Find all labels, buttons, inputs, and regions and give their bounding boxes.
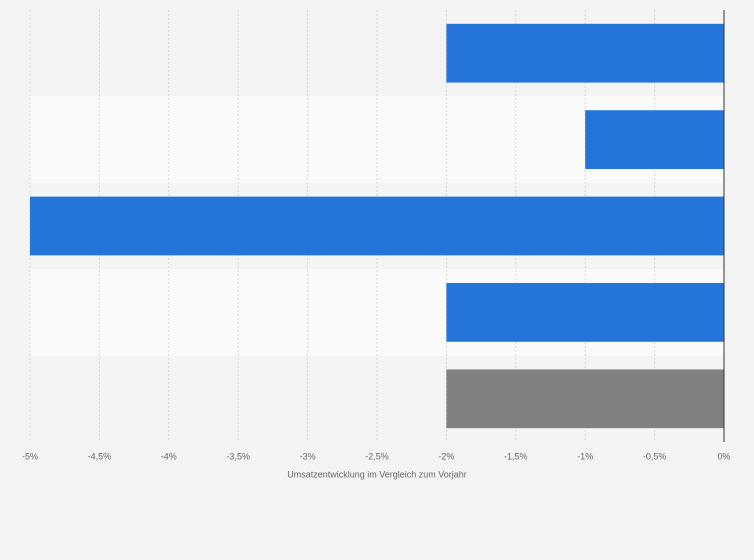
x-tick-label: 0% xyxy=(717,451,730,461)
bar xyxy=(30,196,724,256)
x-tick-label: -1,5% xyxy=(504,451,528,461)
bar xyxy=(446,23,724,83)
x-tick-label: -3,5% xyxy=(226,451,250,461)
x-tick-label: -3% xyxy=(300,451,316,461)
x-tick-label: -5% xyxy=(22,451,38,461)
x-tick-label: -2,5% xyxy=(365,451,389,461)
x-tick-label: -1% xyxy=(577,451,593,461)
bar xyxy=(446,369,724,429)
x-axis-label: Umsatzentwicklung im Vergleich zum Vorja… xyxy=(287,469,467,479)
bar xyxy=(446,283,724,342)
bar xyxy=(585,110,724,169)
x-tick-label: -2% xyxy=(438,451,454,461)
x-tick-label: -4% xyxy=(161,451,177,461)
x-tick-label: -4,5% xyxy=(88,451,112,461)
x-tick-label: -0,5% xyxy=(643,451,667,461)
